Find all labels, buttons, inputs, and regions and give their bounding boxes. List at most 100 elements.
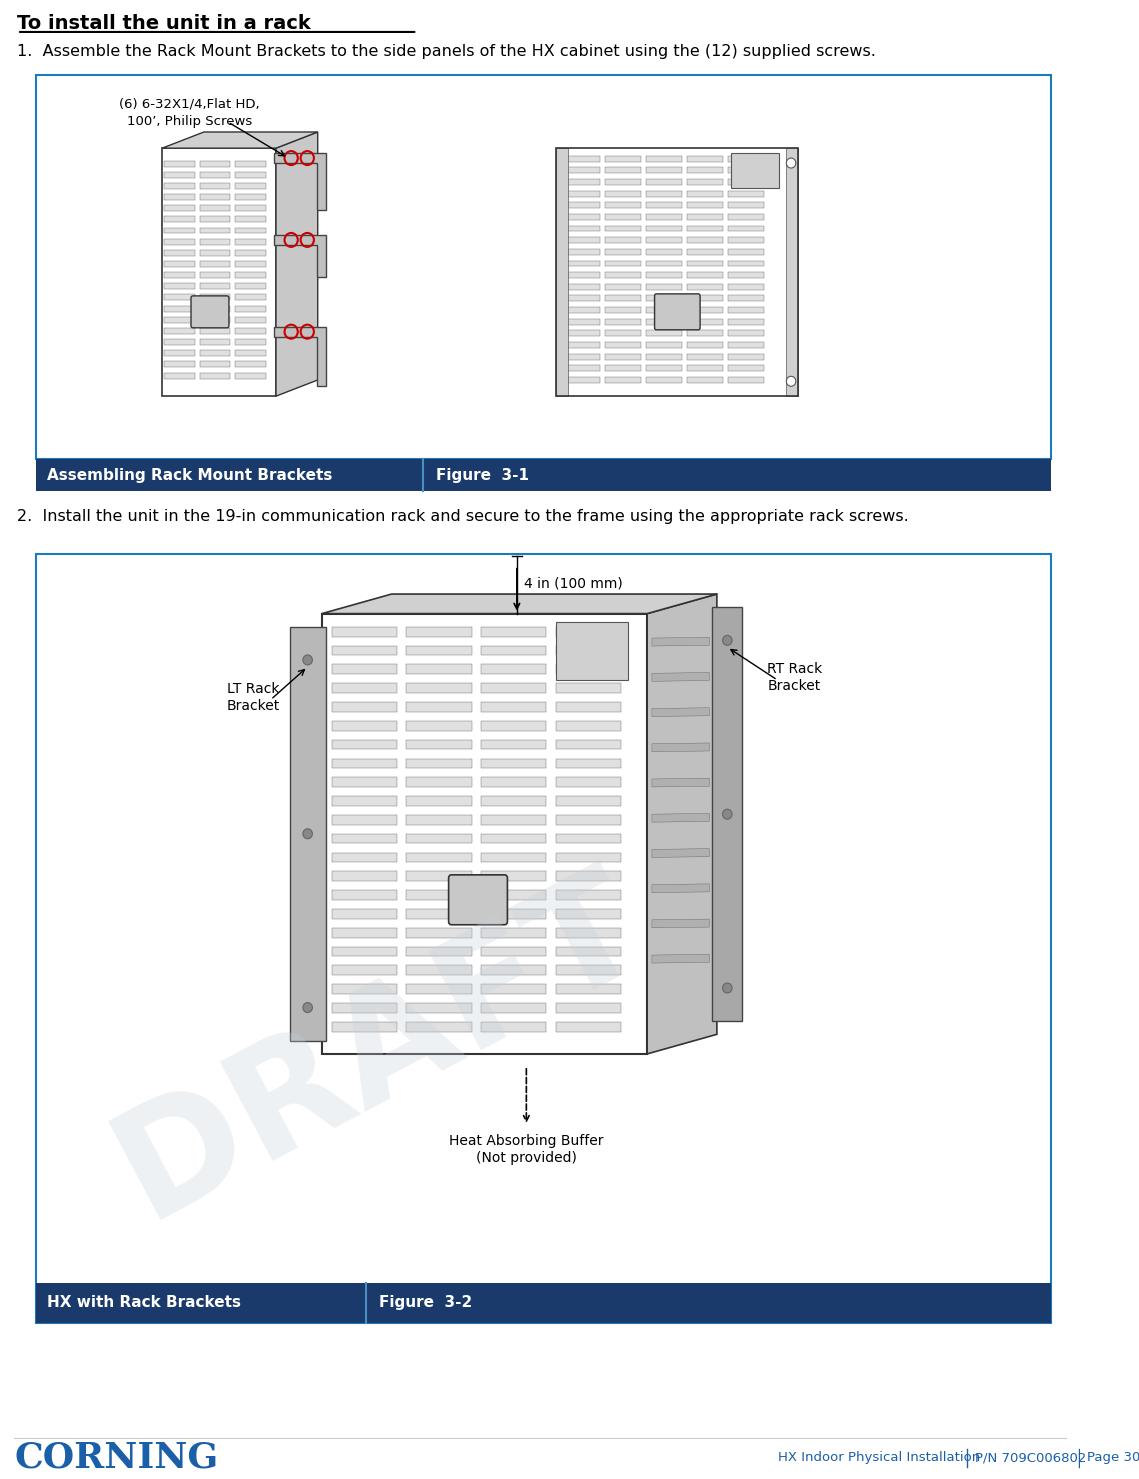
Bar bbox=[728, 203, 764, 209]
Bar bbox=[482, 834, 547, 843]
Polygon shape bbox=[322, 595, 716, 614]
Bar bbox=[728, 296, 764, 302]
Bar bbox=[556, 910, 621, 918]
Bar bbox=[331, 1003, 396, 1013]
Bar bbox=[164, 228, 195, 234]
Bar bbox=[556, 627, 621, 636]
Bar bbox=[605, 225, 641, 232]
Bar bbox=[235, 294, 265, 300]
Bar bbox=[687, 365, 723, 371]
Bar bbox=[199, 361, 230, 367]
Bar bbox=[687, 342, 723, 348]
Bar bbox=[482, 796, 547, 806]
Bar bbox=[331, 927, 396, 938]
Bar bbox=[407, 720, 472, 731]
Bar bbox=[728, 353, 764, 359]
Bar bbox=[164, 206, 195, 211]
Bar bbox=[164, 250, 195, 256]
Bar bbox=[164, 238, 195, 244]
Bar bbox=[199, 284, 230, 290]
Bar bbox=[556, 778, 621, 787]
Bar bbox=[556, 890, 621, 899]
Bar bbox=[235, 317, 265, 322]
Bar bbox=[331, 759, 396, 768]
Bar bbox=[162, 148, 276, 396]
Bar bbox=[199, 328, 230, 334]
Bar bbox=[646, 225, 682, 232]
Bar bbox=[605, 237, 641, 243]
Bar bbox=[564, 155, 600, 161]
Bar bbox=[164, 294, 195, 300]
Bar bbox=[199, 216, 230, 222]
Bar bbox=[199, 183, 230, 189]
Bar bbox=[556, 927, 621, 938]
Bar bbox=[728, 272, 764, 278]
Bar bbox=[235, 250, 265, 256]
Bar bbox=[730, 154, 779, 188]
Bar bbox=[407, 646, 472, 655]
Bar bbox=[235, 206, 265, 211]
Circle shape bbox=[786, 376, 796, 386]
Bar bbox=[199, 161, 230, 167]
Polygon shape bbox=[652, 918, 710, 927]
Bar bbox=[164, 339, 195, 345]
Bar bbox=[482, 683, 547, 694]
Bar bbox=[331, 646, 396, 655]
Bar bbox=[564, 214, 600, 220]
Bar bbox=[235, 328, 265, 334]
Text: Assembling Rack Mount Brackets: Assembling Rack Mount Brackets bbox=[48, 467, 333, 482]
Text: P/N 709C006802: P/N 709C006802 bbox=[975, 1451, 1087, 1464]
Circle shape bbox=[786, 158, 796, 169]
Bar bbox=[687, 319, 723, 325]
Bar bbox=[482, 646, 547, 655]
Bar bbox=[482, 720, 547, 731]
Polygon shape bbox=[652, 742, 710, 751]
Bar bbox=[235, 373, 265, 379]
Bar bbox=[687, 260, 723, 266]
Text: CORNING: CORNING bbox=[14, 1441, 219, 1475]
Bar bbox=[407, 683, 472, 694]
Bar bbox=[556, 815, 621, 825]
Bar bbox=[482, 1022, 547, 1031]
Bar bbox=[564, 237, 600, 243]
Bar bbox=[407, 1003, 472, 1013]
Bar bbox=[482, 1003, 547, 1013]
Bar bbox=[331, 984, 396, 994]
Bar bbox=[728, 191, 764, 197]
Bar bbox=[164, 328, 195, 334]
Bar bbox=[199, 351, 230, 356]
Bar bbox=[564, 342, 600, 348]
Bar bbox=[482, 759, 547, 768]
Bar bbox=[407, 703, 472, 711]
Bar bbox=[322, 614, 647, 1055]
Bar bbox=[482, 947, 547, 957]
Bar bbox=[728, 225, 764, 232]
Circle shape bbox=[303, 1003, 312, 1013]
Bar bbox=[164, 351, 195, 356]
Circle shape bbox=[722, 809, 732, 819]
Bar bbox=[556, 852, 621, 862]
Text: Figure  3-2: Figure 3-2 bbox=[379, 1296, 473, 1310]
Bar bbox=[728, 319, 764, 325]
Bar bbox=[646, 365, 682, 371]
Bar bbox=[331, 627, 396, 636]
Text: Figure  3-1: Figure 3-1 bbox=[436, 467, 530, 482]
Text: Page 30: Page 30 bbox=[1087, 1451, 1139, 1464]
Bar bbox=[36, 555, 1051, 1322]
Bar bbox=[728, 167, 764, 173]
Bar bbox=[646, 284, 682, 290]
Bar bbox=[556, 683, 621, 694]
Bar bbox=[564, 296, 600, 302]
Bar bbox=[564, 179, 600, 185]
Bar bbox=[164, 260, 195, 266]
Bar bbox=[407, 984, 472, 994]
Bar bbox=[564, 353, 600, 359]
Bar bbox=[235, 272, 265, 278]
Bar bbox=[605, 203, 641, 209]
Bar bbox=[556, 623, 628, 680]
Bar bbox=[687, 272, 723, 278]
Bar bbox=[235, 183, 265, 189]
Bar bbox=[331, 778, 396, 787]
Bar bbox=[235, 361, 265, 367]
Bar bbox=[646, 319, 682, 325]
